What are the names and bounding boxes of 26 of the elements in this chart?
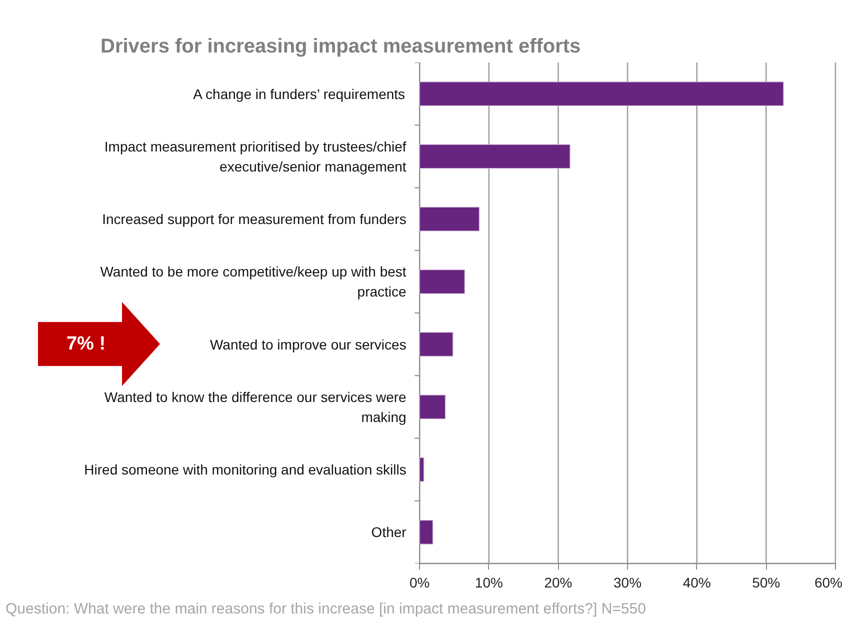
bar [419, 82, 784, 106]
y-tick-label: Increased support for measurement from funders [102, 211, 406, 228]
text: Question: What were the main reasons for this increase [in impact measurement efforts?] N=550 [6, 600, 646, 618]
bar [419, 457, 424, 482]
y-tick-label: Other [371, 524, 407, 540]
bar [419, 269, 466, 294]
y-tick-label: Wanted to know the difference our services were making [104, 388, 407, 425]
x-tick-label: 10% [474, 574, 503, 590]
y-tick-label: Hired someone with monitoring and evaluation skills [84, 462, 406, 478]
bar [419, 144, 570, 169]
x-tick-label: 50% [752, 574, 780, 590]
bar [419, 520, 434, 544]
x-tick-label: 20% [544, 574, 572, 590]
x-tick-label: 40% [682, 574, 711, 590]
y-tick-label: A change in funders’ requirements [193, 86, 406, 102]
y-tick-label: Wanted to be more competitive/keep up with best practice [100, 264, 407, 300]
chart-title: Drivers for increasing impact measurement efforts [100, 36, 581, 58]
y-tick-label: Wanted to improve our services [210, 336, 406, 352]
x-tick-label: 30% [614, 574, 642, 590]
bar [419, 394, 446, 420]
bar [419, 332, 454, 357]
picture-arrow: 7% ! [38, 301, 162, 387]
bar [419, 206, 480, 232]
x-tick-label: 0% [410, 574, 430, 590]
x-tick-label: 60% [814, 574, 842, 590]
y-tick-label: Impact measurement prioritised by trustees/chief executive/senior management [104, 138, 406, 174]
